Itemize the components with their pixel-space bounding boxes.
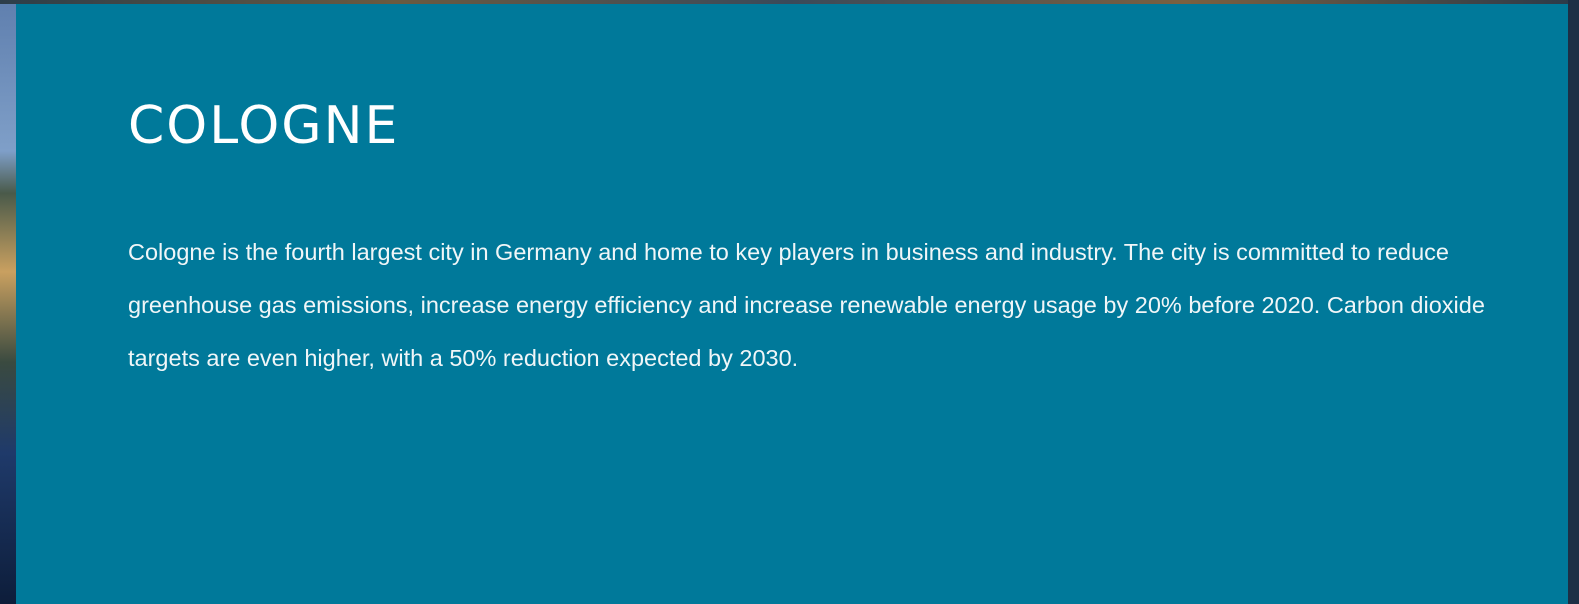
panel-title: COLOGNE [128, 96, 399, 156]
panel-body: Cologne is the fourth largest city in Ge… [128, 226, 1498, 385]
background-edge [1568, 0, 1579, 604]
info-panel: COLOGNE Cologne is the fourth largest ci… [16, 4, 1568, 604]
page: COLOGNE Cologne is the fourth largest ci… [0, 0, 1579, 604]
background-photo [0, 0, 16, 604]
